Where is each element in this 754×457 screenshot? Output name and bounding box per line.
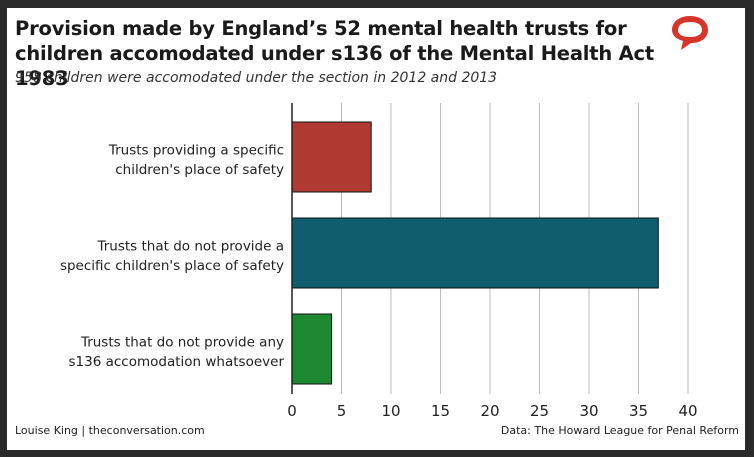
- source-text: Data: The Howard League for Penal Reform: [500, 424, 739, 437]
- x-tick-label-3: 15: [431, 402, 450, 420]
- bar-1: [291, 217, 659, 289]
- credit-text: Louise King | theconversation.com: [15, 424, 205, 437]
- category-label-line: Trusts that do not provide any: [80, 334, 284, 350]
- chart-subtitle: 958 children were accomodated under the …: [15, 70, 498, 86]
- category-label-line: children's place of safety: [115, 162, 284, 178]
- category-label-line: s136 accomodation whatsoever: [69, 354, 285, 370]
- x-tick-label-5: 25: [530, 402, 549, 420]
- x-tick-label-0: 0: [287, 402, 297, 420]
- category-label-line: Trusts that do not provide a: [96, 238, 284, 254]
- x-tick-label-7: 35: [629, 402, 648, 420]
- bar-0: [291, 121, 372, 193]
- x-tick-label-2: 10: [381, 402, 400, 420]
- x-tick-label-8: 40: [678, 402, 697, 420]
- x-tick-label-4: 20: [480, 402, 499, 420]
- category-label-line: specific children's place of safety: [60, 258, 284, 274]
- speech-bubble-icon: [672, 16, 708, 50]
- category-label-1: Trusts that do not provide a specific chi…: [60, 238, 284, 274]
- x-tick-label-6: 30: [579, 402, 598, 420]
- category-label-0: Trusts providing a specific children's pl…: [108, 142, 284, 178]
- chart-title: Provision made by England’s 52 mental he…: [15, 17, 655, 90]
- category-label-2: Trusts that do not provide any s136 accom…: [69, 334, 285, 370]
- category-label-line: Trusts providing a specific: [108, 142, 284, 158]
- x-tick-label-1: 5: [337, 402, 347, 420]
- bar-2: [291, 313, 333, 385]
